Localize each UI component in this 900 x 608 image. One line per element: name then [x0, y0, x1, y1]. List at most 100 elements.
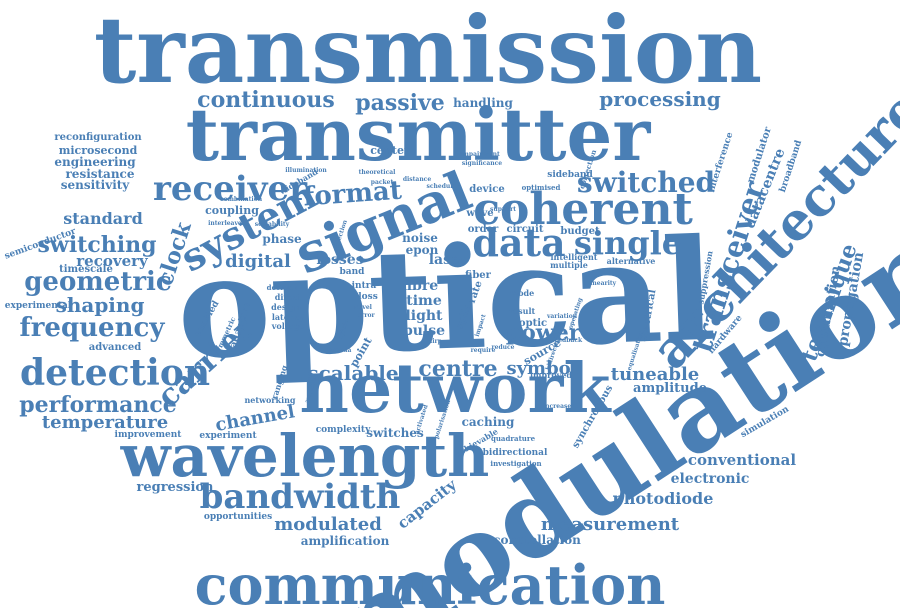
- word-tuneable: tuneable: [611, 364, 699, 385]
- word-improved: improved: [530, 370, 572, 380]
- word-lambda: lambda: [327, 347, 352, 354]
- word-time: time: [406, 293, 442, 309]
- word-constellation: constellation: [493, 533, 581, 547]
- word-optimised: optimised: [522, 183, 561, 192]
- word-single: single: [574, 224, 682, 262]
- word-band: band: [340, 267, 366, 277]
- word-switches: switches: [366, 426, 424, 440]
- word-noise: noise: [402, 231, 438, 245]
- word-symbol: symbol: [506, 358, 577, 379]
- word-wavelength: wavelength: [120, 422, 490, 490]
- word-experiment: experiment: [199, 431, 257, 441]
- word-centre: centre: [418, 356, 497, 382]
- word-mode: mode: [510, 288, 534, 298]
- word-fiber: fiber: [465, 270, 492, 281]
- word-theoretical: theoretical: [359, 169, 397, 176]
- word-complexity: complexity: [316, 425, 371, 435]
- word-frequency: frequency: [20, 313, 166, 343]
- word-optic: optic: [519, 318, 547, 329]
- word-variation: variation: [546, 313, 578, 320]
- word-scalable: scalable: [307, 361, 398, 385]
- word-laser: laser: [429, 252, 468, 268]
- word-geometric: geometric: [24, 267, 172, 297]
- word-receiver: receiver: [153, 169, 308, 209]
- word-light: light: [405, 308, 443, 324]
- word-multiple: multiple: [550, 260, 588, 270]
- word-opportunities: opportunities: [204, 512, 272, 522]
- word-improvement: improvement: [115, 430, 183, 440]
- word-novel: novel: [354, 304, 373, 311]
- word-epon: epon: [406, 243, 439, 257]
- word-coherent: coherent: [473, 184, 693, 235]
- word-direct: direct: [275, 292, 302, 302]
- word-data: data: [472, 220, 565, 265]
- word-interleaved: interleaved: [208, 220, 247, 227]
- word-sensitivity: sensitivity: [61, 178, 131, 192]
- word-continuous: continuous: [197, 87, 335, 113]
- word-network: network: [300, 349, 613, 429]
- word-significance: significance: [462, 160, 502, 167]
- word-regression: regression: [136, 480, 214, 495]
- word-pulse: pulse: [403, 323, 445, 339]
- word-investigation: investigation: [490, 459, 541, 468]
- word-switching: switching: [38, 232, 157, 258]
- word-illumination: illumination: [285, 167, 327, 174]
- word-latency: latency: [272, 312, 305, 322]
- word-format: format: [302, 176, 402, 213]
- word-handling: handling: [453, 96, 513, 110]
- word-power: power: [506, 320, 581, 346]
- word-advanced: advanced: [89, 342, 141, 353]
- word-performance: performance: [19, 392, 177, 418]
- word-sideband: sideband: [547, 170, 593, 180]
- word-feedback: feedback: [552, 337, 583, 344]
- word-communication: communication: [195, 553, 666, 608]
- word-optical: optical: [174, 209, 718, 392]
- word-require: require: [471, 347, 496, 354]
- word-losses: losses: [316, 252, 363, 268]
- word-conventional: conventional: [688, 451, 796, 469]
- word-transmitter: transmitter: [186, 92, 652, 177]
- word-circuit: circuit: [507, 224, 544, 235]
- word-budget: budget: [560, 226, 600, 237]
- word-measurement: measurement: [541, 514, 680, 535]
- word-bandwidth: bandwidth: [200, 477, 401, 517]
- word-standard: standard: [63, 209, 143, 228]
- word-reduce: reduce: [491, 344, 514, 351]
- word-device: device: [469, 184, 504, 195]
- word-fibre: fibre: [402, 278, 438, 294]
- word-result: result: [509, 306, 536, 316]
- word-increase: increase: [543, 403, 572, 410]
- word-intelligent: intelligent: [551, 252, 598, 262]
- word-networking: networking: [244, 395, 295, 405]
- word-amplification: amplification: [301, 534, 390, 548]
- word-modulated: modulated: [274, 514, 382, 535]
- word-passive: passive: [355, 90, 445, 116]
- word-center: center: [370, 144, 410, 157]
- word-decision: decision: [267, 283, 300, 292]
- word-processing: processing: [599, 87, 720, 111]
- word-phase: phase: [262, 232, 302, 246]
- word-order: order: [468, 224, 499, 235]
- word-distance: distance: [403, 176, 432, 183]
- word-detection: detection: [20, 352, 210, 394]
- word-temperature: temperature: [42, 412, 168, 433]
- word-bidirectional: bidirectional: [483, 448, 548, 458]
- word-interference: interference: [707, 131, 736, 194]
- word-scheduler: scheduler: [426, 183, 460, 190]
- word-engineering: engineering: [54, 155, 136, 169]
- word-resistance: resistance: [65, 167, 134, 181]
- word-microsecond: microsecond: [59, 144, 138, 157]
- word-linearity: linearity: [588, 280, 617, 287]
- word-intra: intra: [352, 281, 377, 291]
- word-support: support: [490, 206, 516, 213]
- word-error: error: [357, 312, 375, 319]
- word-switched: switched: [577, 166, 715, 199]
- word-design: design: [271, 302, 301, 312]
- word-loss: loss: [358, 292, 378, 302]
- word-reconfiguration: reconfiguration: [54, 132, 142, 143]
- word-scalability: scalability: [255, 221, 290, 228]
- word-caching: caching: [462, 415, 515, 429]
- word-recovery: recovery: [76, 252, 149, 270]
- word-electronic: electronic: [671, 471, 750, 487]
